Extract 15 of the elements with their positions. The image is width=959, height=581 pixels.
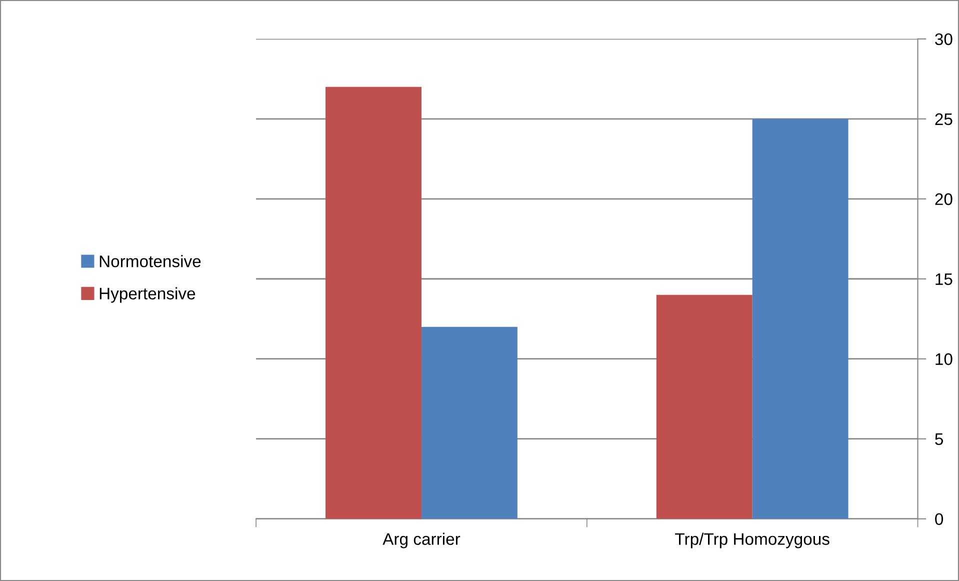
bar — [752, 118, 848, 519]
legend-label: Hypertensive — [100, 287, 196, 303]
y-tick-label: 10 — [936, 353, 952, 366]
y-tick-label: 30 — [935, 33, 952, 46]
x-tick-label: Arg carrier — [382, 532, 460, 548]
legend-label: Normotensive — [100, 255, 201, 268]
y-tick-label: 25 — [935, 113, 952, 126]
bar — [326, 86, 422, 519]
y-tick-label: 20 — [935, 193, 952, 206]
bar — [656, 294, 752, 519]
x-tick-label: Trp/Trp Homozygous — [675, 532, 830, 548]
y-tick-label: 5 — [935, 433, 943, 446]
y-tick-label: 0 — [935, 513, 944, 526]
bar — [421, 326, 518, 519]
y-tick-label: 15 — [936, 273, 952, 286]
